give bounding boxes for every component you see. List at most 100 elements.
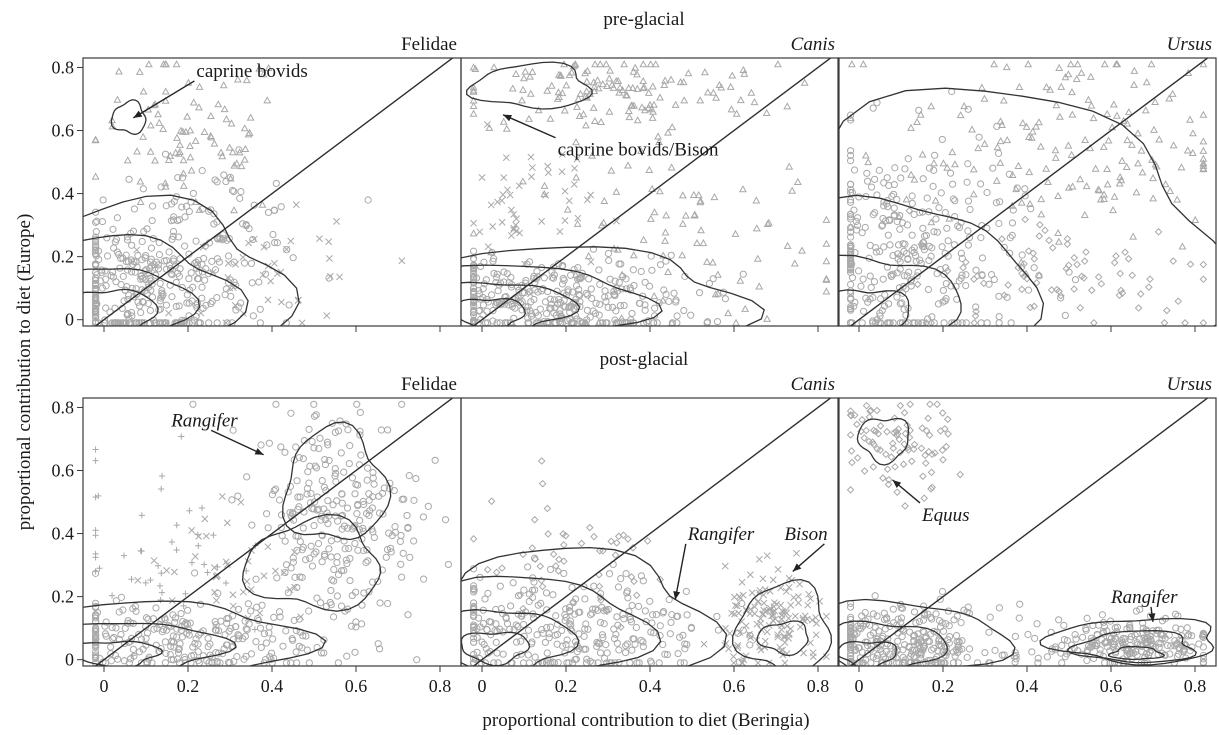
data-point [951,212,959,221]
data-point [858,319,866,326]
data-point [219,650,227,658]
data-point [124,310,132,318]
data-point [273,239,281,247]
data-point [470,270,478,278]
data-point [1199,630,1208,638]
data-point [714,289,722,297]
data-point [334,427,343,435]
data-point [903,272,911,280]
data-point [759,575,767,583]
data-point [518,177,527,185]
data-point [546,304,554,312]
data-point [855,267,863,275]
data-point [545,634,553,642]
data-point [1126,621,1134,629]
data-point [847,628,855,636]
data-point [512,621,520,629]
data-point [962,271,970,279]
data-point [847,622,855,630]
data-point [543,86,552,94]
data-point [1199,161,1208,169]
data-point [473,648,481,656]
density-contour [83,194,300,326]
data-point [581,121,590,129]
data-point [517,295,525,303]
data-point [964,160,972,168]
data-point [170,255,178,263]
data-point [1186,260,1195,269]
data-point [763,552,771,560]
data-point [325,512,333,520]
data-point [138,286,146,294]
data-point [1073,60,1082,68]
data-point [627,101,636,109]
data-point [878,221,887,229]
data-point [846,114,855,122]
data-point [894,637,902,645]
data-point [859,275,867,283]
data-point [995,312,1003,321]
data-point [874,429,883,438]
data-point [929,159,938,167]
data-point [492,620,500,628]
data-point [870,278,879,286]
data-point [624,106,633,115]
data-point [730,593,738,601]
data-point [517,637,525,645]
data-point [109,225,117,233]
data-point [883,174,891,182]
data-point [1016,600,1024,608]
data-point [909,445,918,453]
data-point [1057,294,1065,302]
y-tick-label: 0.2 [52,587,75,607]
data-point [1055,287,1063,296]
data-point [581,625,589,633]
data-point [916,649,924,657]
data-point [492,638,500,646]
data-point [655,137,663,146]
data-point [1018,251,1026,259]
data-point [470,638,478,646]
data-point [879,650,887,658]
data-point [582,645,590,653]
data-point [470,219,478,227]
data-point [659,251,668,259]
data-point [847,613,855,621]
data-point [469,101,478,110]
data-point [1089,114,1098,122]
data-point [562,641,570,649]
data-point [404,611,412,619]
data-point [143,225,151,233]
data-point [902,285,910,293]
data-point [1118,156,1127,164]
data-point [904,255,912,264]
data-point [397,573,406,581]
data-point [554,567,563,575]
data-point [913,280,922,289]
data-point [880,616,889,624]
data-point [1077,68,1086,76]
data-point [964,241,973,249]
data-point [1028,648,1036,656]
data-point [1126,623,1134,631]
data-point [847,280,855,289]
data-point [487,497,496,506]
data-point [1054,191,1063,199]
data-point [1095,186,1104,194]
data-point [419,575,428,583]
data-point [93,271,101,279]
data-point [431,456,439,464]
data-point [538,479,547,488]
data-point [970,275,978,283]
data-point [995,219,1003,228]
data-point [538,217,546,225]
data-point [753,254,762,262]
data-point [107,643,115,651]
data-point [323,438,332,446]
data-point [353,400,361,408]
data-point [241,144,250,153]
data-point [503,270,511,278]
data-point [173,522,180,529]
data-point [183,291,191,299]
data-point [525,114,533,122]
